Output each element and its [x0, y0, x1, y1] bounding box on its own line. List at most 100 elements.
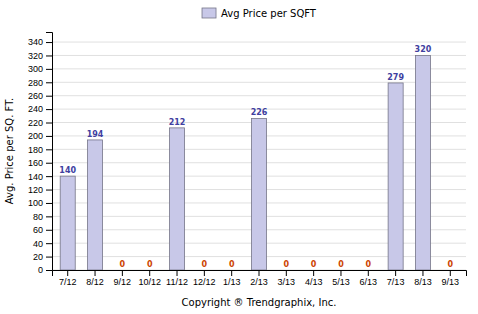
data-label: 0: [284, 260, 290, 269]
plot: 0204060801001201401601802002202402602803…: [28, 33, 467, 288]
y-tick: 20: [33, 252, 52, 262]
data-label: 320: [415, 45, 432, 54]
data-label: 0: [202, 260, 208, 269]
x-tick-mark: [422, 270, 423, 276]
bar: [415, 55, 430, 270]
y-tick-mark: [46, 69, 52, 70]
x-tick-label: 3/13: [278, 277, 296, 287]
y-tick: 240: [28, 104, 52, 114]
x-tick: 3/13: [278, 270, 296, 287]
y-tick-mark: [46, 257, 52, 258]
x-tick-label: 6/13: [360, 277, 378, 287]
y-tick-mark: [46, 230, 52, 231]
y-tick-label: 300: [28, 64, 43, 74]
x-tick-mark: [122, 270, 123, 276]
y-tick: 60: [33, 225, 52, 235]
y-tick-label: 220: [28, 118, 43, 128]
y-tick-mark: [46, 270, 52, 271]
y-tick: 300: [28, 64, 52, 74]
grid-line: [52, 55, 466, 56]
bar: [443, 270, 458, 271]
data-label: 194: [87, 130, 104, 139]
bar: [251, 118, 266, 270]
y-tick-label: 140: [28, 172, 43, 182]
x-tick: 8/13: [414, 270, 432, 287]
y-tick-label: 180: [28, 145, 43, 155]
x-tick: 11/12: [166, 270, 188, 287]
x-tick: 1/13: [223, 270, 241, 287]
x-tick: 10/12: [138, 270, 161, 287]
x-tick-label: 2/13: [250, 277, 268, 287]
y-tick-mark: [46, 109, 52, 110]
grid-line: [52, 42, 466, 43]
data-label: 0: [147, 260, 153, 269]
chart: 0204060801001201401601802002202402602803…: [0, 0, 478, 314]
y-tick-label: 260: [28, 91, 43, 101]
x-tick-mark: [286, 270, 287, 276]
y-tick-label: 340: [28, 37, 43, 47]
x-tick: 9/12: [114, 270, 132, 287]
x-tick-mark: [313, 270, 314, 276]
y-tick: 280: [28, 78, 52, 88]
y-tick-label: 160: [28, 158, 43, 168]
bar: [197, 270, 212, 271]
x-tick-mark: [368, 270, 369, 276]
x-axis-title: Copyright ® Trendgraphix, Inc.: [182, 297, 337, 308]
x-tick: 2/13: [250, 270, 268, 287]
y-tick-label: 280: [28, 78, 43, 88]
grid-line: [52, 95, 466, 96]
x-tick-mark: [259, 270, 260, 276]
y-axis: 0204060801001201401601802002202402602803…: [28, 33, 53, 276]
x-tick: 7/13: [387, 270, 405, 287]
bar: [279, 270, 294, 271]
y-tick: 160: [28, 158, 52, 168]
y-tick-mark: [46, 243, 52, 244]
x-axis: 7/128/129/1210/1211/1212/121/132/133/134…: [53, 270, 467, 287]
legend-label: Avg Price per SQFT: [221, 8, 317, 19]
bar: [388, 83, 403, 270]
data-label: 0: [229, 260, 235, 269]
y-tick-mark: [46, 55, 52, 56]
bar: [361, 270, 376, 271]
x-tick-label: 7/13: [387, 277, 405, 287]
y-tick: 180: [28, 145, 52, 155]
y-tick: 0: [38, 265, 52, 275]
x-tick-label: 9/13: [442, 277, 460, 287]
bar: [333, 270, 348, 271]
x-tick-mark: [231, 270, 232, 276]
x-tick: 6/13: [360, 270, 378, 287]
x-tick-label: 8/13: [414, 277, 432, 287]
x-axis-line: [53, 271, 467, 277]
x-tick: 5/13: [332, 270, 350, 287]
y-tick-label: 100: [28, 198, 43, 208]
y-tick: 40: [33, 239, 52, 249]
bar: [115, 270, 130, 271]
bar: [224, 270, 239, 271]
y-tick-label: 200: [28, 131, 43, 141]
y-tick: 200: [28, 131, 52, 141]
y-tick-label: 120: [28, 185, 43, 195]
data-label: 0: [338, 260, 344, 269]
x-tick-label: 11/12: [166, 277, 188, 287]
x-tick-label: 8/12: [86, 277, 104, 287]
y-tick-label: 20: [33, 252, 43, 262]
y-tick: 340: [28, 37, 52, 47]
y-tick-mark: [46, 82, 52, 83]
y-tick-mark: [46, 190, 52, 191]
x-tick: 8/12: [86, 270, 104, 287]
y-tick-mark: [46, 163, 52, 164]
grid-line: [52, 68, 466, 69]
legend-item: Avg Price per SQFT: [202, 8, 317, 19]
x-tick-mark: [95, 270, 96, 276]
x-tick: 12/12: [193, 270, 216, 287]
x-tick-mark: [395, 270, 396, 276]
x-tick-mark: [67, 270, 68, 276]
y-tick-mark: [46, 149, 52, 150]
bar: [142, 270, 157, 271]
x-tick-mark: [177, 270, 178, 276]
y-tick-label: 320: [28, 51, 43, 61]
y-tick-label: 240: [28, 104, 43, 114]
y-tick-mark: [46, 42, 52, 43]
bars: [60, 55, 430, 270]
y-tick-mark: [46, 203, 52, 204]
